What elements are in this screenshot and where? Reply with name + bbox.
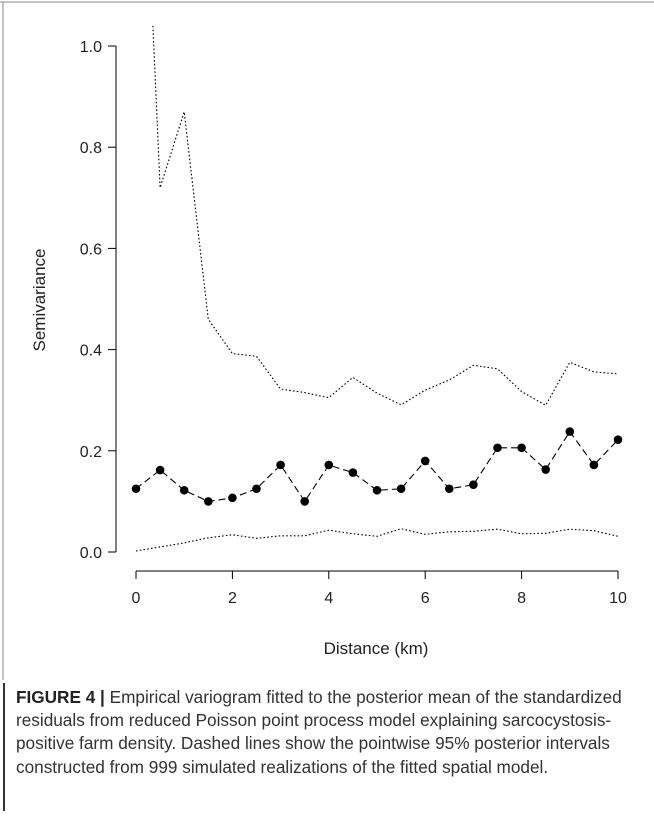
caption-text: Empirical variogram fitted to the poster… [16, 687, 622, 777]
y-axis-label: Semivariance [30, 249, 49, 352]
y-tick-label-1: 0.2 [80, 444, 102, 461]
figure-label: FIGURE 4 | [16, 687, 105, 707]
semivariance-point-19 [589, 460, 599, 470]
semivariance-point-9 [348, 468, 358, 477]
semivariance-point-11 [396, 484, 406, 494]
semivariance-point-1 [155, 465, 165, 475]
series-dotted-upper-line [152, 25, 619, 407]
x-tick-label-0: 0 [132, 590, 141, 607]
semivariance-point-2 [179, 485, 189, 495]
x-tick-label-4: 8 [517, 590, 526, 607]
semivariance-point-16 [517, 443, 526, 453]
chart-axes: 0 2 4 6 8 10 0.0 0.2 0.4 0.6 0.8 1.0 [80, 39, 627, 607]
semivariance-point-13 [445, 484, 454, 494]
x-axis-label: Distance (km) [324, 639, 429, 658]
semivariance-point-20 [613, 435, 623, 444]
x-tick-label-1: 2 [228, 590, 237, 607]
semivariance-point-14 [469, 480, 478, 490]
variogram-chart: 0 2 4 6 8 100.00.20.40.60.81.0 Distance (km) … [0, 1, 654, 680]
y-tick-label-0: 0.0 [80, 545, 102, 562]
semivariance-point-15 [493, 443, 502, 453]
x-tick-label-5: 10 [609, 590, 627, 607]
y-tick-label-4: 0.8 [80, 140, 102, 157]
semivariance-point-12 [420, 456, 430, 466]
semivariance-point-0 [131, 484, 141, 494]
semivariance-point-6 [276, 460, 285, 470]
semivariance-point-17 [541, 465, 550, 474]
series-dotted-lower-line [135, 528, 619, 552]
semivariance-point-4 [228, 493, 237, 503]
chart-series [131, 25, 623, 552]
semivariance-point-8 [324, 460, 334, 470]
figure-caption: FIGURE 4 | Empirical variogram fitted to… [16, 686, 636, 779]
semivariance-point-7 [300, 497, 310, 506]
y-tick-label-3: 0.6 [80, 241, 102, 258]
x-tick-label-3: 6 [421, 590, 430, 607]
y-tick-label-5: 1.0 [80, 39, 102, 56]
caption-rule [3, 683, 5, 811]
x-tick-label-2: 4 [324, 590, 333, 607]
semivariance-point-18 [565, 427, 575, 436]
semivariance-point-10 [372, 485, 382, 495]
y-tick-label-2: 0.4 [80, 343, 102, 360]
semivariance-point-3 [204, 497, 213, 506]
semivariance-point-5 [252, 484, 261, 494]
